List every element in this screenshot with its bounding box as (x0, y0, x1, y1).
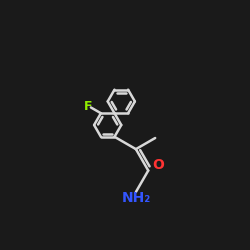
Text: NH₂: NH₂ (121, 191, 150, 205)
Text: F: F (84, 100, 93, 113)
Text: O: O (152, 158, 164, 172)
